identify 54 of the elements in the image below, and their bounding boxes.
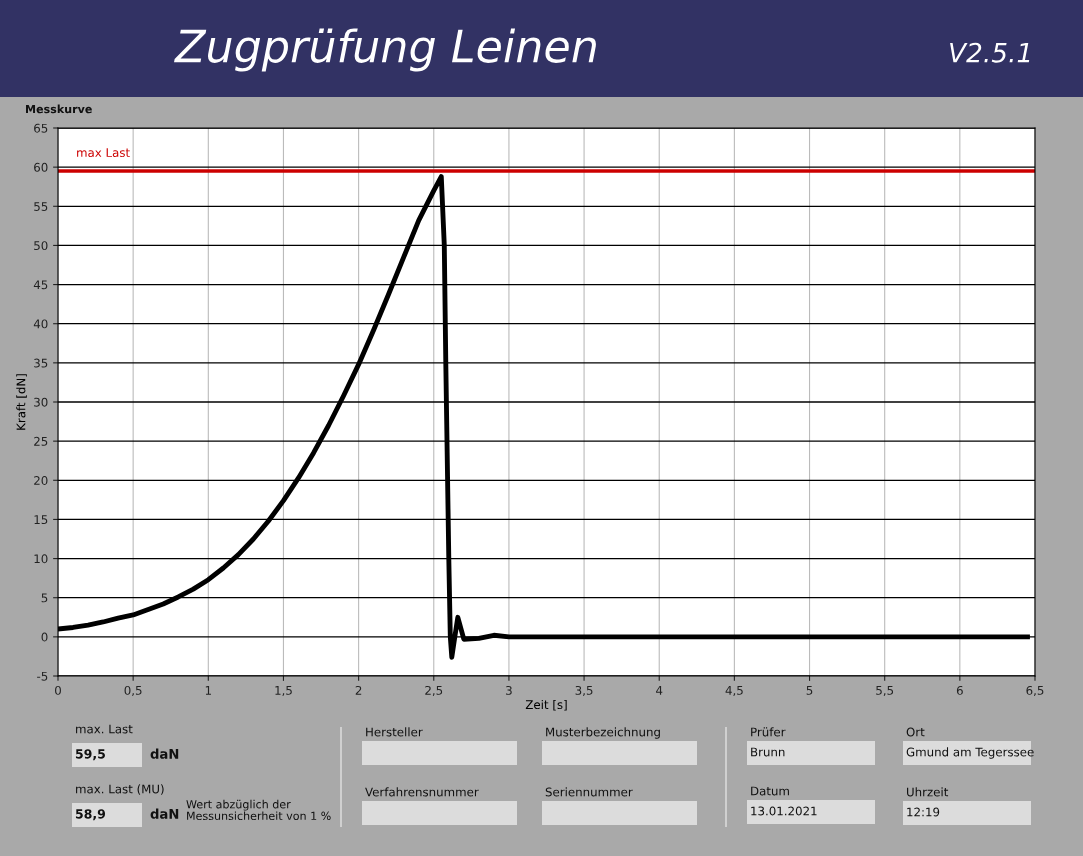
y-tick-label: 35 (34, 358, 48, 368)
x-tick-label: 2 (355, 685, 362, 695)
x-tick-label: 0,5 (124, 685, 142, 697)
y-tick-label: 65 (34, 123, 48, 133)
x-tick-label: 4,5 (725, 686, 743, 697)
chart-title: Zugprüfung Leinen (174, 28, 596, 72)
x-axis-title: Zeit [s] (525, 699, 567, 711)
y-tick-label: 25 (34, 436, 48, 446)
text: max. Last (MU) (76, 784, 164, 795)
y-tick-label: 55 (34, 202, 48, 211)
text: Datum (751, 786, 789, 796)
text: Gmund am Tegerssee (906, 747, 1034, 759)
x-tick-label: 2,5 (425, 685, 443, 697)
y-tick-label: 20 (34, 476, 48, 485)
text: 12:19 (907, 807, 940, 817)
text: Hersteller (366, 727, 423, 737)
x-tick-label: 3,5 (575, 685, 593, 697)
x-tick-label: 3 (506, 685, 512, 695)
text: Ort (906, 727, 925, 737)
text: Brunn (751, 747, 785, 757)
text: daN (150, 748, 179, 759)
x-tick-label: 4 (656, 686, 663, 695)
y-tick-label: 0 (41, 632, 48, 642)
y-axis-title: Kraft [dN] (16, 374, 27, 430)
text: Prüfer (751, 727, 786, 737)
text: Wert abzüglich der Messunsicherheit von 1 % (186, 799, 331, 821)
text: Seriennummer (545, 787, 633, 797)
y-tick-label: 10 (34, 554, 48, 564)
text: 58,9 (75, 809, 106, 821)
text: 13.01.2021 (751, 806, 817, 816)
x-tick-label: 6 (956, 685, 963, 695)
x-tick-label: 5 (806, 686, 813, 695)
text: Messkurve (26, 104, 92, 114)
text: max. Last (76, 724, 133, 734)
x-tick-label: 6,5 (1026, 685, 1044, 697)
text: Uhrzeit (907, 787, 949, 797)
text: daN (150, 808, 179, 819)
y-tick-label: 60 (34, 162, 48, 172)
y-tick-label: -5 (37, 671, 48, 681)
x-tick-label: 0 (55, 685, 61, 695)
x-tick-label: 1,5 (275, 686, 292, 697)
text: 59,5 (75, 749, 105, 761)
text: Musterbezeichnung (546, 727, 660, 739)
y-tick-label: 15 (34, 515, 48, 525)
y-tick-label: 45 (33, 280, 48, 290)
ref-line-label: max Last (77, 148, 130, 158)
y-tick-label: 5 (41, 593, 48, 603)
x-tick-label: 5,5 (876, 686, 894, 697)
text: V2.5.1 (950, 42, 1030, 63)
y-tick-label: 50 (34, 241, 48, 251)
y-tick-label: 30 (34, 397, 48, 407)
text: Verfahrensnummer (365, 787, 479, 797)
y-tick-label: 40 (33, 319, 48, 329)
x-tick-label: 1 (205, 686, 211, 695)
